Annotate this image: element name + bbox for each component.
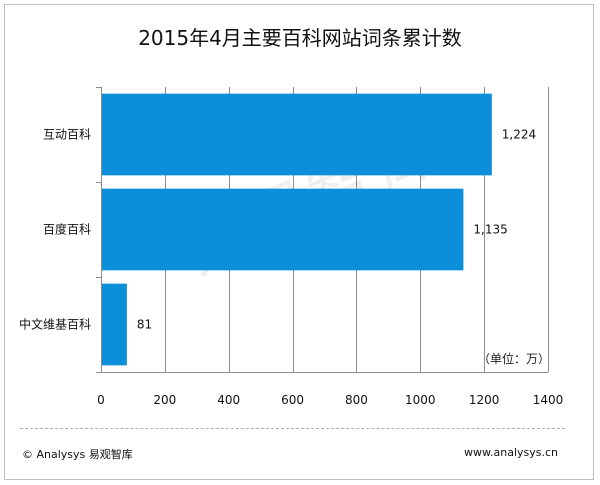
unit-note: （单位：万） <box>478 352 551 366</box>
chart-frame <box>4 4 594 480</box>
data-label: 1,224 <box>502 128 536 142</box>
y-category-label: 互动百科 <box>43 128 91 142</box>
copyright-text: © Analysys 易观智库 <box>22 448 133 461</box>
y-category-label: 百度百科 <box>43 222 91 237</box>
bar-2 <box>102 283 127 366</box>
data-label: 1,135 <box>473 223 507 237</box>
footer-divider <box>20 428 565 429</box>
y-category-label: 中文维基百科 <box>19 317 91 332</box>
bar-1 <box>102 188 464 271</box>
x-tick-label: 600 <box>281 393 304 407</box>
x-tick-label: 1200 <box>469 393 500 407</box>
chart-title: 2015年4月主要百科网站词条累计数 <box>138 26 462 50</box>
x-tick-label: 200 <box>153 393 176 407</box>
x-tick-label: 1400 <box>533 393 564 407</box>
website-link[interactable]: www.analysys.cn <box>464 446 558 459</box>
data-label: 81 <box>137 318 152 332</box>
x-tick-label: 0 <box>97 393 105 407</box>
x-tick-label: 800 <box>345 393 368 407</box>
x-tick-label: 1000 <box>405 393 436 407</box>
bar-0 <box>102 93 492 176</box>
x-tick-label: 400 <box>217 393 240 407</box>
